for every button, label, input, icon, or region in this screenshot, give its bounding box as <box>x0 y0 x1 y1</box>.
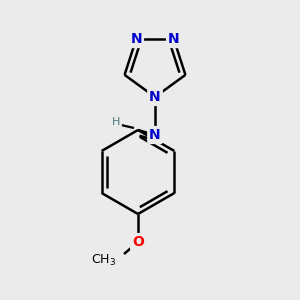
Text: N: N <box>149 90 161 104</box>
Text: O: O <box>132 235 144 249</box>
Text: H: H <box>112 117 120 127</box>
Text: N: N <box>168 32 180 46</box>
Text: N: N <box>149 128 161 142</box>
Text: CH$_3$: CH$_3$ <box>91 253 116 268</box>
Text: N: N <box>130 32 142 46</box>
